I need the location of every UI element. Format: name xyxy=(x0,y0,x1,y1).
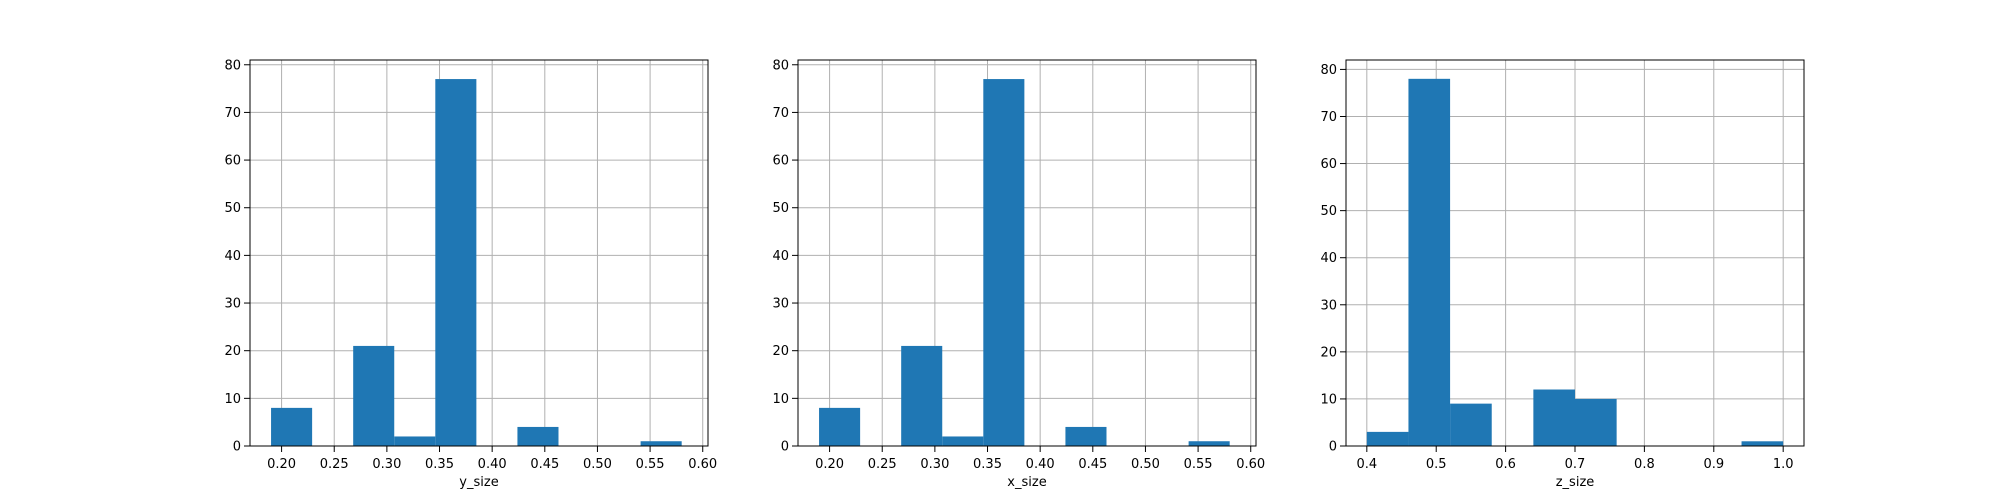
y-size-y-tick-label-6: 60 xyxy=(224,154,241,169)
y-size-histogram-panel: 0.20 0.25 0.30 0.35 0.40 0.45 0.50 0.55 0.60 0 10 2… xyxy=(224,58,717,490)
x-size-x-tick-label-7: 0.55 xyxy=(1184,457,1213,472)
z-size-y-tick-label-6: 60 xyxy=(1320,157,1337,172)
x-size-x-tick-label-1: 0.25 xyxy=(868,457,897,472)
x-size-x-tick-label-4: 0.40 xyxy=(1026,457,1055,472)
z-size-histogram-bar-5 xyxy=(1575,398,1617,446)
y-size-histogram-bar-2 xyxy=(353,345,395,446)
y-size-y-tick-label-2: 20 xyxy=(224,344,241,359)
y-size-x-tick-label-1: 0.25 xyxy=(320,457,349,472)
x-size-x-tick-label-5: 0.45 xyxy=(1078,457,1107,472)
x-size-x-tick-label-0: 0.20 xyxy=(815,457,844,472)
x-size-histogram-panel: 0.20 0.25 0.30 0.35 0.40 0.45 0.50 0.55 0.60 0 10 2… xyxy=(772,58,1265,490)
y-size-histogram-bar-0 xyxy=(271,407,313,446)
z-size-histogram-bar-4 xyxy=(1533,389,1575,446)
x-size-histogram-bar-4 xyxy=(983,79,1025,446)
x-size-x-tick-label-6: 0.50 xyxy=(1131,457,1160,472)
z-size-x-tick-label-3: 0.7 xyxy=(1565,457,1586,472)
x-size-y-tick-label-5: 50 xyxy=(772,201,789,216)
x-size-histogram-bar-0 xyxy=(819,407,861,446)
y-size-x-tick-label-3: 0.35 xyxy=(425,457,454,472)
y-size-y-tick-label-0: 0 xyxy=(233,440,241,455)
x-size-histogram-bar-3 xyxy=(942,436,984,446)
z-size-histogram-bar-0 xyxy=(1366,431,1409,446)
x-size-y-tick-label-2: 20 xyxy=(772,344,789,359)
z-size-x-tick-label-1: 0.5 xyxy=(1426,457,1447,472)
z-size-histogram-bar-9 xyxy=(1741,441,1784,446)
x-size-axes-frame xyxy=(797,59,1257,447)
y-size-x-tick-label-8: 0.60 xyxy=(688,457,717,472)
z-size-y-tick-label-5: 50 xyxy=(1320,204,1337,219)
x-size-y-tick-label-8: 80 xyxy=(772,58,789,73)
x-size-y-tick-label-7: 70 xyxy=(772,106,789,121)
x-size-y-tick-label-4: 40 xyxy=(772,249,789,264)
y-size-y-tick-label-8: 80 xyxy=(224,58,241,73)
y-size-x-tick-label-6: 0.50 xyxy=(583,457,612,472)
y-size-x-axis-label: y_size xyxy=(459,475,498,490)
x-size-y-tick-label-6: 60 xyxy=(772,154,789,169)
x-size-y-tick-label-1: 10 xyxy=(772,392,789,407)
z-size-histogram-bar-2 xyxy=(1450,403,1492,446)
z-size-y-tick-label-3: 30 xyxy=(1320,298,1337,313)
z-size-y-tick-label-2: 20 xyxy=(1320,345,1337,360)
y-size-x-tick-label-2: 0.30 xyxy=(372,457,401,472)
z-size-y-tick-label-0: 0 xyxy=(1329,440,1337,455)
y-size-histogram-bar-9 xyxy=(640,441,682,446)
z-size-y-tick-label-8: 80 xyxy=(1320,63,1337,78)
z-size-y-tick-label-1: 10 xyxy=(1320,392,1337,407)
x-size-y-tick-label-0: 0 xyxy=(781,440,789,455)
y-size-histogram-bar-3 xyxy=(394,436,436,446)
z-size-y-tick-label-4: 40 xyxy=(1320,251,1337,266)
z-size-histogram-bar-1 xyxy=(1408,78,1451,446)
z-size-x-tick-label-2: 0.6 xyxy=(1495,457,1516,472)
y-size-histogram-bar-4 xyxy=(435,79,477,446)
y-size-x-tick-label-7: 0.55 xyxy=(636,457,665,472)
z-size-x-axis-label: z_size xyxy=(1556,475,1595,490)
y-size-y-tick-label-3: 30 xyxy=(224,297,241,312)
y-size-x-tick-label-0: 0.20 xyxy=(267,457,296,472)
y-size-histogram-bar-6 xyxy=(517,426,559,446)
x-size-histogram-bar-2 xyxy=(901,345,943,446)
z-size-histogram-panel: 0.4 0.5 0.6 0.7 0.8 0.9 1.0 0 10 20 30 40 50 60 70 80 z_… xyxy=(1320,59,1805,490)
z-size-x-tick-label-6: 1.0 xyxy=(1773,457,1794,472)
x-size-y-tick-label-3: 30 xyxy=(772,297,789,312)
x-size-histogram-bar-9 xyxy=(1188,441,1230,446)
x-size-histogram-bar-6 xyxy=(1065,426,1107,446)
y-size-y-tick-label-5: 50 xyxy=(224,201,241,216)
x-size-x-tick-label-2: 0.30 xyxy=(920,457,949,472)
x-size-x-axis-label: x_size xyxy=(1007,475,1046,490)
z-size-x-tick-label-0: 0.4 xyxy=(1356,457,1377,472)
x-size-x-tick-label-8: 0.60 xyxy=(1236,457,1265,472)
y-size-y-tick-label-7: 70 xyxy=(224,106,241,121)
z-size-x-tick-label-4: 0.8 xyxy=(1634,457,1655,472)
y-size-y-tick-label-4: 40 xyxy=(224,249,241,264)
y-size-x-tick-label-4: 0.40 xyxy=(478,457,507,472)
x-size-x-tick-label-3: 0.35 xyxy=(973,457,1002,472)
y-size-axes-frame xyxy=(249,59,709,447)
y-size-x-tick-label-5: 0.45 xyxy=(530,457,559,472)
z-size-y-tick-label-7: 70 xyxy=(1320,110,1337,125)
y-size-y-tick-label-1: 10 xyxy=(224,392,241,407)
z-size-x-tick-label-5: 0.9 xyxy=(1703,457,1724,472)
